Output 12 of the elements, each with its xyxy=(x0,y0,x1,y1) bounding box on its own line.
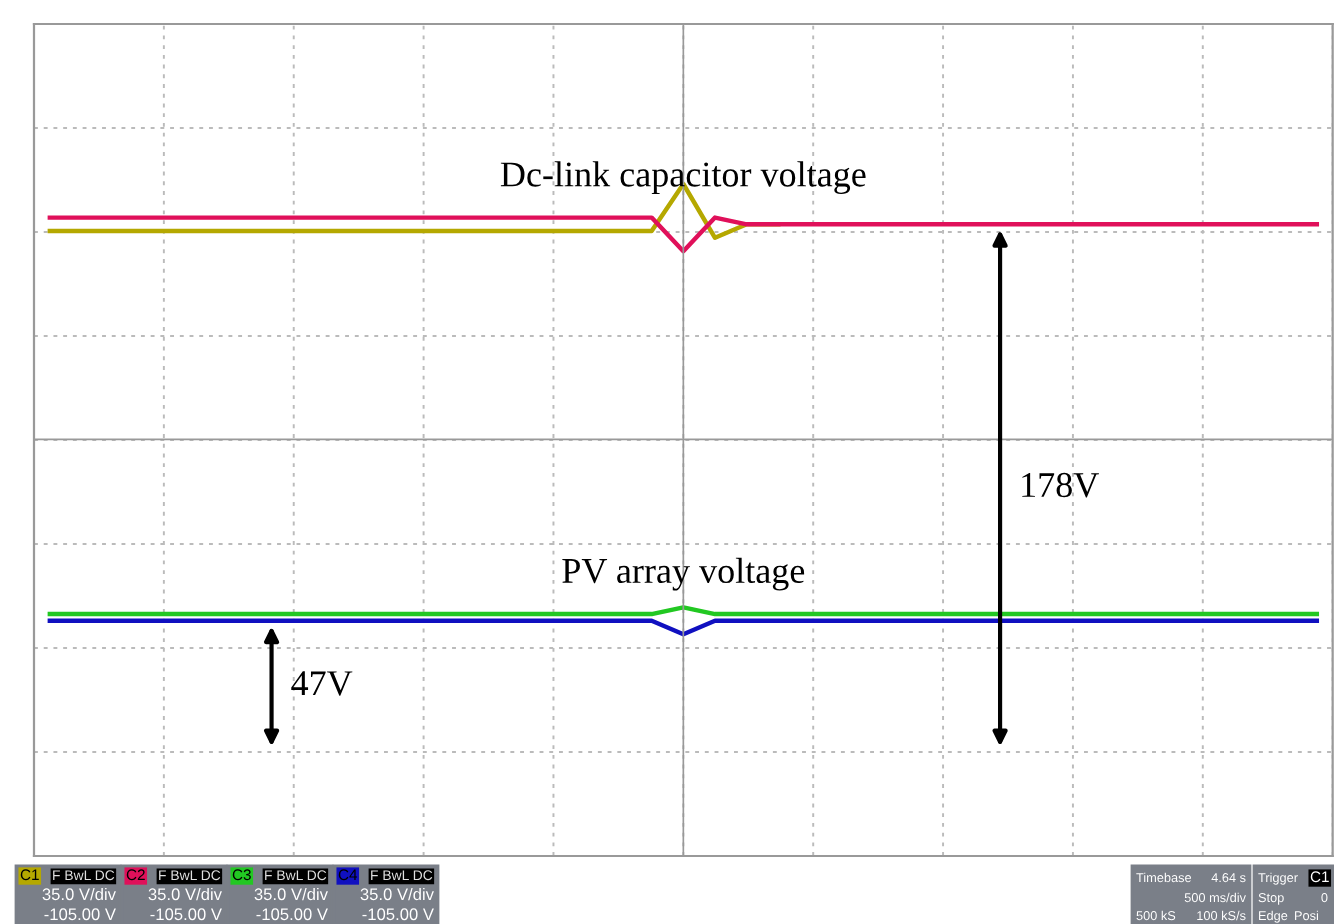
annotation: 47V xyxy=(291,671,353,696)
text: -105.00 V xyxy=(362,908,434,921)
text: -105.00 V xyxy=(44,908,116,921)
text: -105.00 V xyxy=(150,908,222,921)
annotation: 178V xyxy=(1022,472,1099,498)
text: 35.0 V/div xyxy=(360,887,434,901)
text: 35.0 V/div xyxy=(148,887,222,901)
text: 35.0 V/div xyxy=(254,887,328,901)
text: 35.0 V/div xyxy=(42,887,116,901)
text: -105.00 V xyxy=(256,908,328,921)
annotation: Dc-link capacitor voltage xyxy=(500,161,866,195)
annotation: PV array voltage xyxy=(562,557,805,591)
